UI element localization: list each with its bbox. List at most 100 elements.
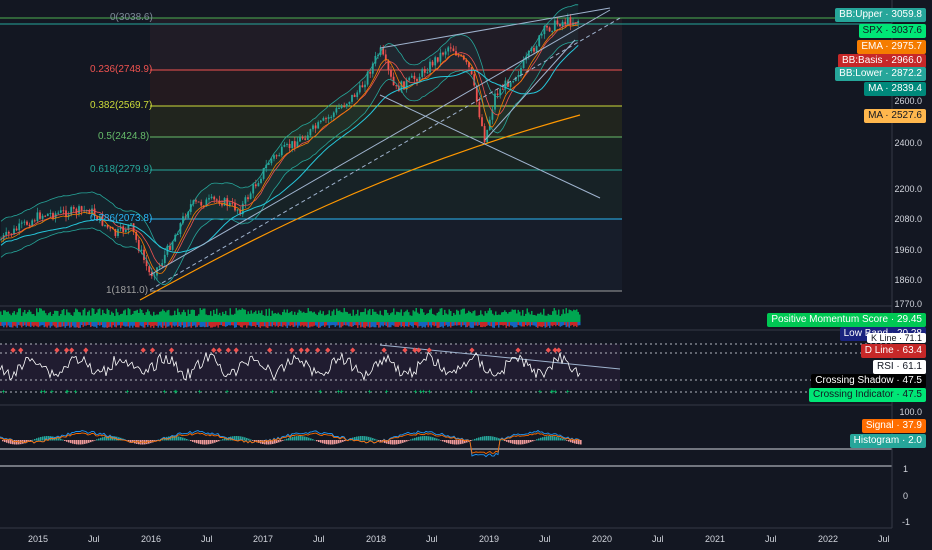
wedge-line-bottom[interactable] [379, 94, 601, 199]
candle-body [460, 55, 463, 57]
buy-marker: + [1, 389, 5, 396]
macd-hist-bar [218, 440, 220, 442]
momentum-bar-low [61, 322, 63, 327]
momentum-bar [561, 314, 563, 322]
candle-body [26, 221, 28, 225]
momentum-bar [375, 311, 377, 322]
time-axis-label: Jul [652, 534, 664, 544]
macd-hist-bar [74, 440, 76, 445]
momentum-bar-low [490, 322, 492, 327]
macd-hist-bar [96, 439, 98, 441]
momentum-bar-low [376, 322, 378, 326]
momentum-bar-low [472, 322, 474, 328]
momentum-bar [472, 311, 474, 322]
candle-body [548, 27, 551, 32]
momentum-bar-low [558, 322, 560, 326]
momentum-bar [219, 312, 221, 322]
sell-marker: ◆ [289, 347, 295, 354]
macd-hist-bar [10, 440, 12, 444]
badge-crossing-shadow: Crossing Shadow · 47.5 [811, 374, 926, 388]
momentum-bar [96, 312, 98, 322]
trend-line-upper[interactable] [149, 9, 611, 276]
wedge-line-top[interactable] [379, 7, 611, 49]
channel-line[interactable] [484, 39, 576, 141]
momentum-bar [54, 310, 56, 322]
momentum-bar-low [523, 322, 525, 327]
macd-hist-bar [532, 440, 534, 442]
momentum-bar [169, 315, 171, 322]
momentum-bar [556, 314, 558, 322]
candle-body [267, 163, 270, 165]
candle-body [481, 117, 483, 127]
macd-hist-bar [502, 439, 504, 441]
momentum-bar-low [111, 322, 113, 328]
momentum-bar-low [577, 322, 579, 326]
candle-body [556, 20, 559, 25]
macd-hist-bar [242, 436, 244, 441]
momentum-bar-low [232, 322, 234, 326]
momentum-bar-low [174, 322, 176, 327]
momentum-bar [4, 310, 6, 322]
candle-body [447, 47, 450, 52]
fib-retracement[interactable] [0, 17, 892, 292]
macd-hist-bar [336, 440, 338, 444]
momentum-bar-low [384, 322, 386, 326]
macd-hist-bar [40, 436, 42, 441]
momentum-bar [388, 315, 390, 322]
momentum-bar-low [316, 322, 318, 327]
buy-marker: + [422, 389, 426, 396]
candle-body [520, 68, 522, 76]
momentum-bar-low [57, 322, 59, 328]
momentum-bar-low [361, 322, 363, 327]
momentum-bar-low [510, 322, 512, 326]
momentum-bar-low [171, 322, 173, 328]
macd-hist-bar [70, 440, 72, 444]
momentum-bar-low [315, 322, 317, 326]
momentum-bar [237, 310, 239, 322]
macd-hist-bar [496, 437, 498, 441]
momentum-bar [229, 308, 231, 322]
momentum-bar [133, 310, 135, 322]
momentum-bar-low [532, 322, 534, 326]
bb-upper-line [0, 4, 579, 250]
momentum-bar-low [169, 322, 171, 326]
macd-hist-bar [474, 438, 476, 441]
macd-hist-bar [48, 436, 50, 441]
momentum-bar-low [238, 322, 240, 326]
candle-body [262, 168, 265, 179]
macd-hist-bar [360, 436, 362, 441]
candle-body [478, 101, 481, 118]
momentum-bar [94, 313, 96, 322]
momentum-bar-low [330, 322, 332, 326]
momentum-bar-low [543, 322, 545, 327]
momentum-bar [465, 313, 467, 322]
macd-hist-bar [424, 436, 426, 441]
momentum-bar-low [541, 322, 543, 328]
momentum-bar-low [184, 322, 186, 328]
sell-marker: ◆ [140, 347, 146, 354]
momentum-bar-low [370, 322, 372, 328]
sell-marker: ◆ [169, 347, 175, 354]
candle-body [283, 144, 286, 147]
momentum-bar [84, 308, 86, 322]
momentum-bar-low [268, 322, 270, 327]
badge-spx: SPX · 3037.6 [858, 24, 926, 38]
momentum-bar-low [501, 322, 503, 326]
momentum-bar [24, 309, 26, 322]
macd-hist-bar [530, 440, 532, 443]
momentum-bar-low [408, 322, 410, 327]
macd-hist-bar [426, 436, 428, 441]
momentum-bar [183, 309, 185, 322]
momentum-bar [360, 312, 362, 322]
rsi-trend-line[interactable] [379, 344, 621, 370]
momentum-bar [573, 309, 575, 322]
candle-body [91, 208, 93, 215]
candle-body [561, 21, 564, 27]
momentum-bar-low [202, 322, 204, 327]
macd-hist-bar [330, 440, 332, 445]
candle-body [291, 141, 294, 148]
momentum-bar-low [426, 322, 428, 326]
macd-hist-bar [178, 436, 180, 441]
momentum-bar [60, 313, 62, 322]
